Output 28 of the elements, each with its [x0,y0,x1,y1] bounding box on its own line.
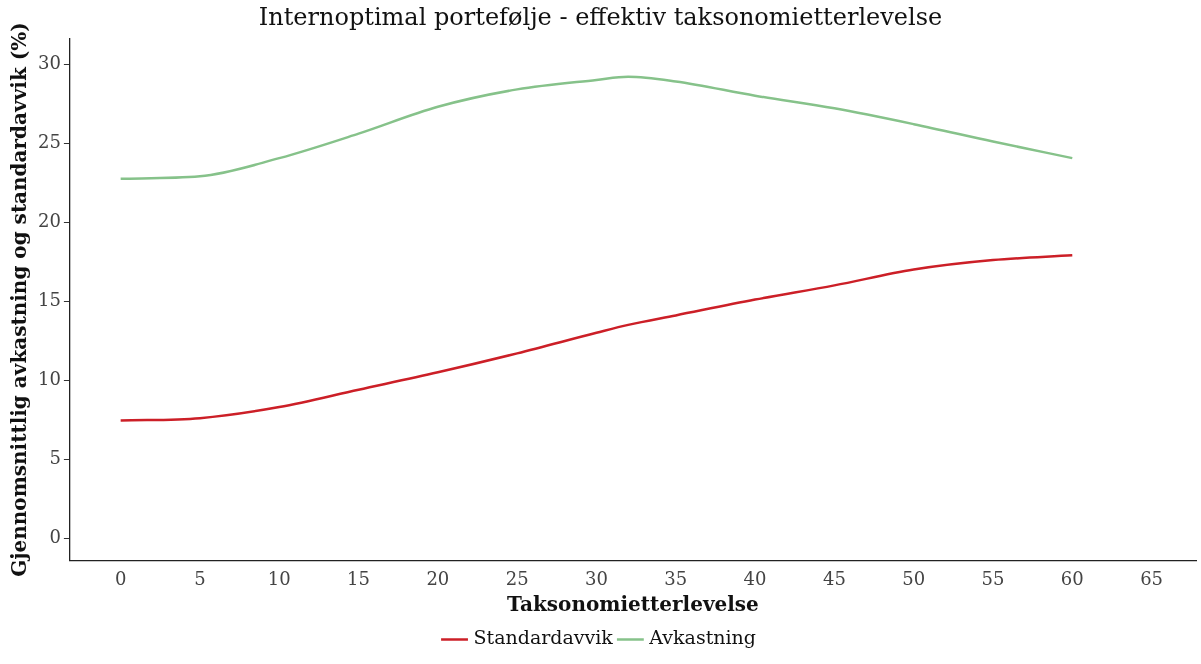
legend-label: Standardavvik [473,626,614,649]
x-tick-label: 65 [1140,567,1164,589]
y-axis-title: Gjennomsnittlig avkastning og standardavvik (%) [7,22,32,577]
y-tick-label: 5 [49,446,61,468]
y-tick-label: 25 [38,130,61,152]
y-tick-label: 30 [38,51,61,73]
x-tick-label: 55 [981,567,1005,589]
x-tick-label: 10 [267,567,291,589]
chart-title: Internoptimal portefølje - effektiv taksonomietterlevelse [258,2,943,31]
y-tick-label: 0 [49,525,61,547]
y-tick-label: 20 [38,209,61,231]
x-tick-label: 30 [585,567,608,589]
x-tick-label: 40 [743,567,767,589]
x-tick-label: 60 [1060,567,1084,589]
x-tick-label: 5 [194,567,206,589]
y-tick-label: 10 [38,367,61,389]
legend-label: Avkastning [648,626,756,649]
line-series [119,75,1074,180]
x-tick-label: 35 [664,567,688,589]
line-series [119,254,1074,422]
x-tick-label: 25 [505,567,529,589]
y-tick-label: 15 [38,288,61,310]
x-tick-label: 0 [114,567,127,589]
x-tick-label: 15 [347,567,371,589]
x-tick-label: 50 [902,567,926,589]
x-axis-title: Taksonomietterlevelse [507,592,759,617]
x-tick-label: 20 [426,567,450,589]
x-tick-label: 45 [822,567,846,589]
